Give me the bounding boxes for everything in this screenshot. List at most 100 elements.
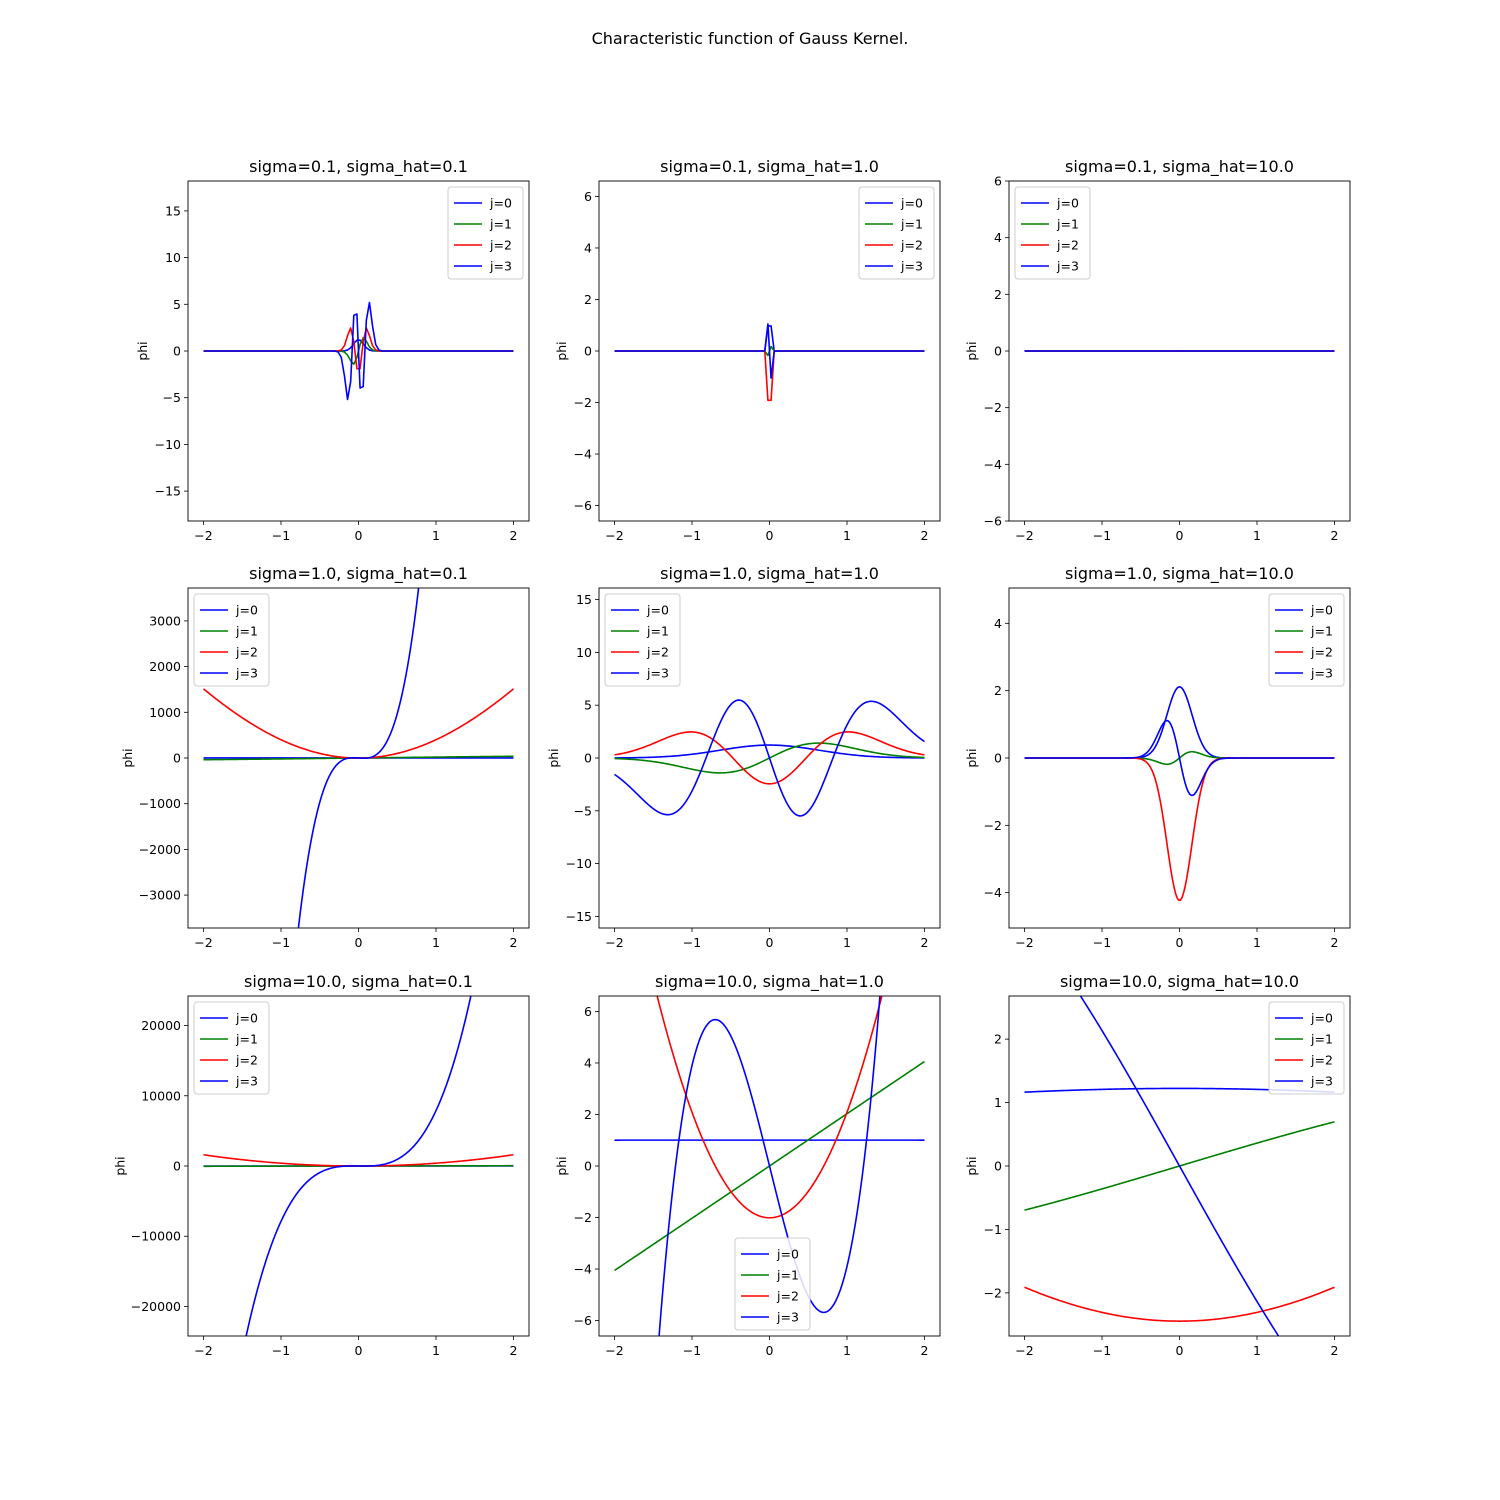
y-axis-label: phi [112,1156,127,1175]
y-tick-label: −2 [984,400,1002,415]
y-tick-label: 10 [576,645,592,660]
series-line-j3 [658,996,881,1336]
x-tick-label: 2 [921,528,929,543]
legend-label: j=3 [489,259,512,274]
y-tick-label: 2 [584,292,592,307]
x-tick-label: −2 [1015,935,1033,950]
y-tick-label: 2 [584,1107,592,1122]
series-group [614,996,925,1336]
x-tick-label: 0 [355,935,363,950]
y-tick-label: −1 [984,1222,1002,1237]
legend: j=0 j=1 j=2 j=3 [1014,186,1091,280]
y-tick-label: 6 [584,1004,592,1019]
x-tick-label: −1 [683,1343,701,1358]
legend-label: j=0 [900,196,923,211]
y-tick-label: 0 [584,751,592,766]
subplot-9: sigma=10.0, sigma_hat=10.0 −2 −1 0 1 2 −2 −1 0 1 2… [964,972,1351,1358]
legend-label: j=3 [235,666,258,681]
y-tick-label: 10000 [141,1088,181,1103]
subplot-1: sigma=0.1, sigma_hat=0.1−2 −1 0 1 2−15−10−50… [135,157,530,543]
subplot-6: sigma=1.0, sigma_hat=10.0 −2 −1 0 1 2 −4 −2 0 2 4 p… [964,564,1351,950]
x-tick-label: −1 [683,528,701,543]
series-group [203,301,514,401]
x-tick-label: −2 [1015,1343,1033,1358]
x-tick-label: 2 [510,528,518,543]
y-tick-label: 2 [994,287,1002,302]
legend-label: j=0 [1310,603,1333,618]
y-tick-label: −2 [984,1285,1002,1300]
plot-frame [598,180,941,522]
legend-label: j=0 [235,1011,258,1026]
series-line-j0 [614,744,925,759]
y-tick-label: 0 [173,344,181,359]
legend-label: j=3 [1310,1074,1333,1089]
x-tick-label: −1 [272,1343,290,1358]
y-tick-label: −20000 [131,1299,181,1314]
x-tick-label: 0 [1176,1343,1184,1358]
legend-label: j=1 [776,1268,799,1283]
figure-suptitle: Characteristic function of Gauss Kernel. [592,29,909,48]
y-tick-label: 15 [165,203,181,218]
y-tick-label: 0 [584,344,592,359]
series-line-j3 [614,699,925,817]
y-axis-label: phi [554,341,569,360]
y-tick-label: −15 [155,484,181,499]
x-tick-label: −2 [194,1343,212,1358]
subplot-title: sigma=1.0, sigma_hat=1.0 [660,564,879,584]
x-tick-label: −2 [605,1343,623,1358]
plot-frame [187,180,530,522]
subplot-grid: sigma=0.1, sigma_hat=0.1−2 −1 0 1 2−15−10−50… [112,157,1351,1358]
plot-frame [1008,180,1351,522]
y-tick-label: −4 [574,447,592,462]
legend: j=0 j=1 j=2 j=3 [734,1237,811,1331]
series-group [1024,686,1335,901]
x-tick-label: 2 [1331,528,1339,543]
legend-label: j=0 [776,1247,799,1262]
series-line-j3 [245,996,472,1336]
y-tick-label: −10000 [131,1229,181,1244]
subplot-title: sigma=0.1, sigma_hat=10.0 [1065,157,1294,177]
y-tick-label: 20000 [141,1018,181,1033]
y-tick-label: −1000 [139,796,181,811]
y-tick-label: −2000 [139,842,181,857]
legend-label: j=3 [776,1310,799,1325]
x-tick-label: 2 [1331,1343,1339,1358]
y-tick-label: −3000 [139,888,181,903]
x-tick-label: −2 [605,528,623,543]
legend-label: j=2 [1310,645,1333,660]
series-group [202,588,515,928]
y-tick-label: 0 [584,1159,592,1174]
x-tick-label: 1 [1253,1343,1261,1358]
series-line-j3 [203,301,514,401]
x-tick-label: 1 [843,528,851,543]
y-tick-label: 0 [994,1159,1002,1174]
legend-box [193,1001,270,1095]
series-group [203,996,514,1336]
series-group [614,699,925,817]
subplot-title: sigma=1.0, sigma_hat=0.1 [249,564,468,584]
y-tick-label: 2 [994,683,1002,698]
series-line-j3 [1024,719,1335,797]
y-tick-label: −6 [574,498,592,513]
legend-box [1268,1001,1345,1095]
legend-label: j=0 [1056,196,1079,211]
legend: j=0 j=1 j=2 j=3 [447,186,524,280]
legend-label: j=2 [235,1053,258,1068]
legend-label: j=1 [646,624,669,639]
x-tick-label: −1 [683,935,701,950]
legend-label: j=1 [235,1032,258,1047]
y-axis-label: phi [135,341,150,360]
legend-label: j=2 [900,238,923,253]
legend-box [1268,593,1345,687]
plot-frame [598,995,941,1337]
y-axis-label: phi [120,748,135,767]
legend-label: j=2 [1310,1053,1333,1068]
x-tick-label: 2 [510,935,518,950]
subplot-3: sigma=0.1, sigma_hat=10.0 −2 −1 0 1 2 −6 −4 −2 0 2… [964,157,1351,543]
x-tick-label: 1 [432,1343,440,1358]
y-tick-label: 3000 [149,613,181,628]
plot-frame [1008,995,1351,1337]
y-tick-label: −2 [574,1210,592,1225]
x-tick-label: −2 [194,528,212,543]
